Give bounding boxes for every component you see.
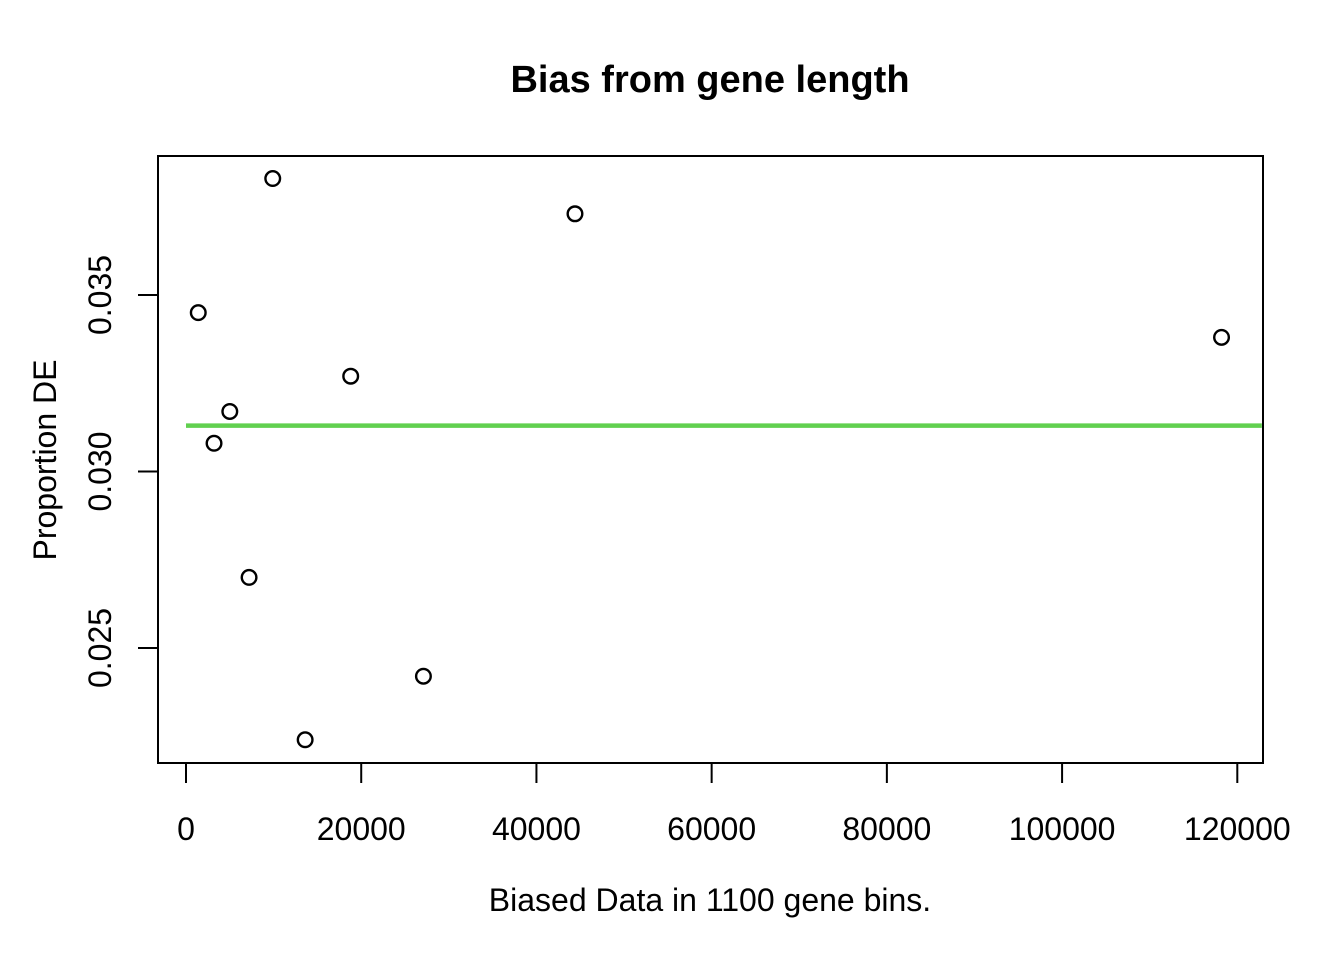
x-tick-label: 120000: [1184, 811, 1291, 847]
data-point: [264, 170, 282, 188]
x-axis-label: Biased Data in 1100 gene bins.: [489, 882, 931, 918]
data-points: [189, 170, 1231, 749]
data-point: [205, 434, 223, 452]
y-axis-label: Proportion DE: [27, 360, 63, 561]
data-point: [342, 367, 360, 385]
y-axis-ticks: 0.035 0.030 0.025: [82, 255, 158, 688]
x-tick-label: 100000: [1009, 811, 1116, 847]
x-tick-label: 40000: [492, 811, 581, 847]
x-tick-label: 20000: [317, 811, 406, 847]
data-point: [221, 402, 239, 420]
x-tick-label: 0: [177, 811, 195, 847]
x-tick-label: 80000: [842, 811, 931, 847]
y-tick-label: 0.030: [82, 431, 118, 511]
plot-box: [157, 155, 1264, 764]
y-tick-label: 0.035: [82, 255, 118, 335]
data-point: [296, 731, 314, 749]
data-point: [414, 667, 432, 685]
data-point: [240, 568, 258, 586]
data-point: [189, 304, 207, 322]
x-axis-ticks: 0 20000 40000 60000 80000 100000 120000: [177, 763, 1291, 847]
x-tick-label: 60000: [667, 811, 756, 847]
y-tick-label: 0.025: [82, 608, 118, 688]
data-point: [1213, 328, 1231, 346]
data-point: [566, 205, 584, 223]
chart-title: Bias from gene length: [510, 59, 909, 101]
